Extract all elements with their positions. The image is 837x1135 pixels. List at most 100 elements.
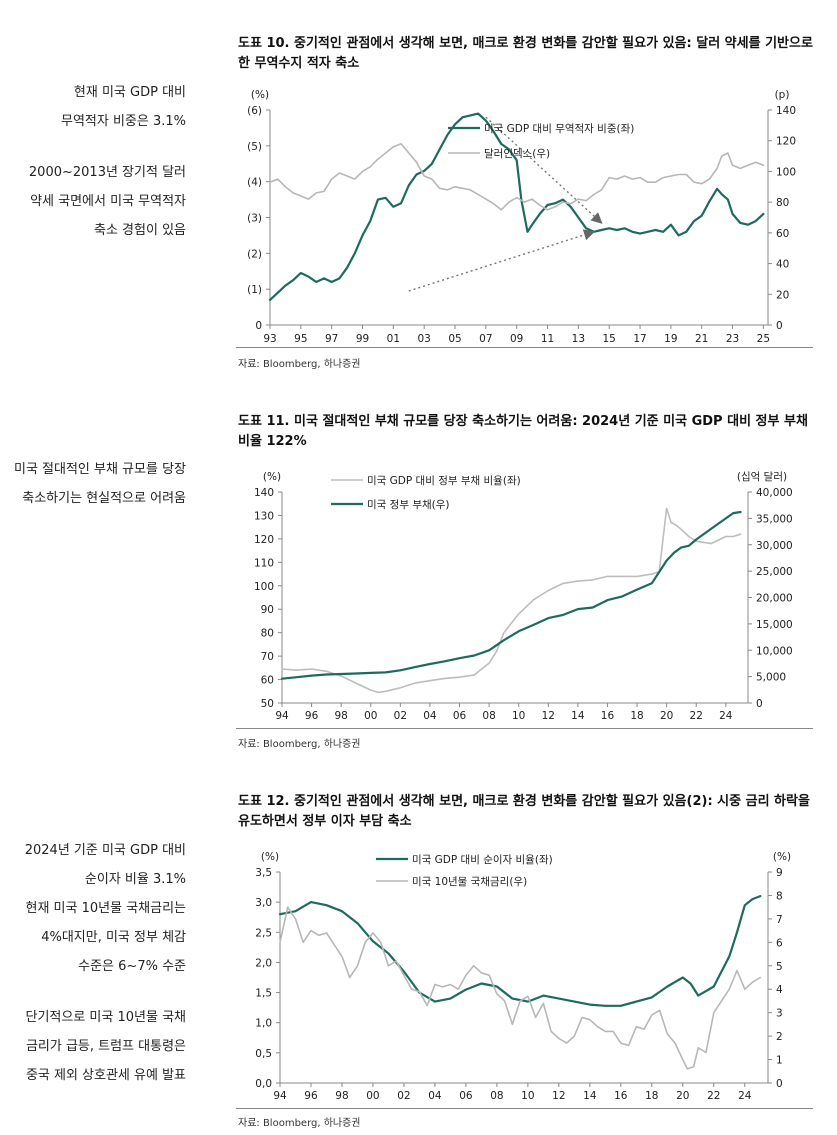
right-tick-label: 8 [776,890,783,902]
x-tick-label: 12 [542,710,555,722]
x-tick-label: 23 [726,333,739,345]
figure-11-title: 도표 11. 미국 절대적인 부채 규모를 당장 축소하기는 어려움: 2024… [238,414,808,449]
figure-11-source: 자료: Bloomberg, 하나증권 [238,739,361,750]
x-tick-label: 96 [304,1090,318,1102]
x-tick-label: 14 [583,1090,597,1102]
x-tick-label: 02 [397,1090,410,1102]
x-tick-label: 21 [695,333,708,345]
left-tick-label: (6) [247,105,262,117]
right-tick-label: 9 [776,867,783,879]
left-tick-label: (2) [247,248,262,260]
legend-label-0: 미국 GDP 대비 무역적자 비중(좌) [484,123,634,135]
left-tick-label: 0 [255,320,262,332]
right-tick-label: 0 [756,698,763,710]
side-note-line: 미국 절대적인 부채 규모를 당장 [13,462,186,477]
series-line-0 [281,507,742,694]
series-line-0 [278,894,762,1007]
right-tick-label: 20,000 [756,593,793,605]
legend-label-1: 미국 정부 부채(우) [367,499,450,511]
government-debt-chart: (%) (십억 달러)506070809010011012013014005,00… [254,471,793,722]
left-tick-label: 140 [254,487,274,499]
right-tick-label: 35,000 [756,513,793,525]
right-tick-label: 0 [776,320,783,332]
figure-12-rule [236,1108,813,1109]
left-tick-label: 0,0 [255,1078,272,1090]
x-tick-label: 11 [541,333,554,345]
side-note-line: 단기적으로 미국 10년물 국채 [25,1010,187,1025]
x-tick-label: 04 [423,710,437,722]
right-tick-label: 5,000 [756,672,786,684]
figure-11-rule [236,728,813,729]
right-tick-label: 80 [776,197,789,209]
x-tick-label: 20 [660,710,673,722]
left-tick-label: 1,5 [255,988,272,1000]
right-tick-label: 5 [776,961,783,973]
right-tick-label: 25,000 [756,566,793,578]
side-note-line: 축소 경험이 있음 [94,223,186,238]
side-note-line: 무역적자 비중은 3.1% [60,114,186,129]
right-tick-label: 40,000 [756,487,793,499]
side-note-line: 2024년 기준 미국 GDP 대비 [24,843,186,858]
side-note-line: 축소하기는 현실적으로 어려움 [22,491,186,506]
series-line-1 [280,510,742,680]
net-interest-rate-chart: (%) (%)0,00,51,01,52,02,53,03,50123456789… [255,851,791,1102]
right-tick-label: 4 [776,984,783,996]
x-tick-label: 06 [453,710,467,722]
x-tick-label: 04 [428,1090,442,1102]
side-note-line: 현재 미국 GDP 대비 [73,85,186,100]
x-tick-label: 98 [335,1090,348,1102]
side-note-line: 약세 국면에서 미국 무역적자 [30,194,186,209]
left-tick-label: 3,5 [255,867,272,879]
x-tick-label: 16 [614,1090,628,1102]
left-tick-label: 60 [261,675,274,687]
x-tick-label: 24 [738,1090,752,1102]
x-tick-label: 07 [479,333,492,345]
right-tick-label: 0 [776,1078,783,1090]
x-tick-label: 12 [552,1090,565,1102]
right-axis-unit: (십억 달러) [737,471,787,483]
right-tick-label: 60 [776,228,789,240]
right-tick-label: 2 [776,1031,783,1043]
figure-12-title: 도표 12. 중기적인 관점에서 생각해 보면, 매크로 환경 변화를 감안할 … [238,794,810,829]
side-note-line: 금리가 급등, 트럼프 대통령은 [25,1039,186,1054]
side-note-line: 2000~2013년 장기적 달러 [28,165,186,180]
side-note-line: 수준은 6~7% 수준 [78,959,186,974]
right-tick-label: 20 [776,289,789,301]
x-tick-label: 98 [334,710,347,722]
left-tick-label: 50 [261,698,274,710]
left-tick-label: 2,0 [255,957,272,969]
left-tick-label: 70 [261,651,274,663]
left-tick-label: 2,5 [255,927,272,939]
left-tick-label: 3,0 [255,897,272,909]
x-tick-label: 08 [482,710,495,722]
x-tick-label: 05 [448,333,461,345]
right-tick-label: 6 [776,937,783,949]
x-tick-label: 25 [757,333,770,345]
x-tick-label: 94 [273,1090,287,1102]
x-tick-label: 96 [305,710,319,722]
right-tick-label: 15,000 [756,619,793,631]
x-tick-label: 24 [719,710,733,722]
x-tick-label: 09 [510,333,523,345]
trend-arrow-1 [485,116,603,224]
right-tick-label: 1 [776,1055,783,1067]
legend-label-1: 미국 10년물 국채금리(우) [412,876,527,888]
left-tick-label: 90 [261,604,274,616]
left-tick-label: 130 [254,510,274,522]
series-line-0 [268,112,765,301]
figure-10-title: 도표 10. 중기적인 관점에서 생각해 보면, 매크로 환경 변화를 감안할 … [238,36,813,71]
x-tick-label: 10 [512,710,525,722]
x-tick-label: 03 [417,333,430,345]
right-tick-label: 140 [776,105,796,117]
trend-arrow-0 [408,229,596,292]
x-tick-label: 93 [263,333,276,345]
left-tick-label: (4) [247,177,262,189]
x-tick-label: 18 [630,710,643,722]
right-axis-unit: (p) [775,89,790,101]
x-tick-label: 08 [490,1090,503,1102]
side-note-line: 현재 미국 10년물 국채금리는 [25,901,187,916]
side-note-line: 순이자 비율 3.1% [84,872,186,887]
x-tick-label: 02 [394,710,407,722]
x-tick-label: 22 [690,710,703,722]
